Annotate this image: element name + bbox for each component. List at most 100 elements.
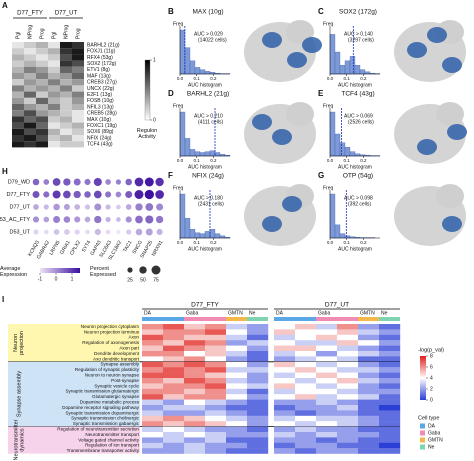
heat-cell: [247, 399, 269, 406]
heat-cell: [60, 122, 72, 129]
dot: [135, 215, 143, 224]
heat-cell: [274, 324, 296, 330]
x-tick-label: 0.0: [327, 240, 334, 245]
heat-cell: [36, 85, 48, 92]
histogram-bar: [209, 150, 216, 157]
heat-cell: [12, 66, 24, 73]
dot: [84, 191, 91, 198]
heat-cell: [379, 340, 401, 346]
heat-cell: [163, 345, 185, 352]
dot: [145, 228, 153, 236]
term-label: Synaptic transmission cholinergic: [71, 416, 140, 421]
colorbar-tick-label: 1: [153, 57, 156, 63]
panel-label: I: [2, 295, 4, 304]
heat-cell: [274, 442, 296, 449]
x-tick-label: 0.2: [210, 240, 217, 245]
heat-cell: [184, 394, 206, 400]
heat-cell: [205, 383, 227, 389]
heat-cell: [142, 448, 164, 454]
heat-cell: [24, 60, 36, 67]
heat-cell: [379, 405, 401, 411]
term-label: Axon: [129, 335, 140, 340]
heat-cell: [337, 329, 359, 335]
dot: [74, 204, 81, 210]
heat-cell: [274, 334, 296, 341]
term-group-label: Neurotransmitter dynamics: [13, 419, 25, 461]
heat-cell: [24, 79, 36, 86]
heat-cell: [226, 410, 248, 416]
heat-cell: [274, 388, 296, 395]
heat-cell: [379, 410, 401, 416]
heat-cell: [184, 432, 206, 438]
heat-cell: [184, 383, 206, 389]
dot: [84, 216, 91, 223]
histogram-bar: [214, 152, 221, 157]
legend-title: Cell type: [418, 415, 439, 421]
heat-cell: [142, 410, 164, 416]
term-label: Synapse assembly: [100, 362, 139, 367]
heat-cell: [48, 104, 60, 111]
term-label: Transmembrane transporter activity: [67, 448, 140, 453]
heat-cell: [60, 91, 72, 98]
heat-cell: [295, 437, 317, 443]
histogram-bar: [334, 51, 341, 75]
dot: [125, 191, 133, 198]
heat-cell: [295, 421, 317, 427]
group-box: [8, 426, 140, 454]
heat-cell: [379, 345, 401, 352]
regulon-label: NFIL3 (13g): [87, 104, 114, 110]
heat-cell: [274, 356, 296, 362]
cell-type-bar: [337, 317, 358, 321]
histogram-bar: [349, 56, 356, 75]
heat-cell: [72, 110, 84, 117]
heat-cell: [295, 383, 317, 389]
heat-cell: [48, 85, 60, 92]
heat-cell: [358, 367, 380, 373]
x-tick-label: 0.2: [360, 240, 367, 245]
heat-cell: [163, 372, 185, 379]
heat-cell: [142, 383, 164, 389]
heat-cell: [163, 421, 185, 427]
histogram-bar: [204, 151, 211, 157]
colorbar-tick-label: 0: [430, 397, 433, 403]
heat-cell: [337, 378, 359, 384]
heat-cell: [247, 437, 269, 443]
size-key: [151, 265, 161, 275]
heat-cell: [184, 442, 206, 449]
heat-cell: [337, 442, 359, 449]
term-label: Dopamine receptor signaling pathway: [62, 405, 140, 410]
size-key: [127, 267, 133, 273]
heat-cell: [60, 60, 72, 67]
threshold-label: AUC > 0.210: [194, 113, 223, 119]
heat-cell: [205, 448, 227, 454]
heat-cell: [316, 421, 338, 427]
dot: [105, 204, 111, 210]
heat-cell: [163, 324, 185, 330]
heat-cell: [12, 110, 24, 117]
legend-swatch: [420, 437, 425, 443]
heat-colorbar: [420, 356, 426, 400]
heat-cell: [316, 334, 338, 341]
heat-cell: [12, 128, 24, 135]
dot: [115, 191, 122, 198]
tsne-highlight: [282, 196, 302, 212]
cells-label: (4111 cells): [198, 119, 223, 125]
dot: [134, 177, 144, 187]
column-label: Pgl: [15, 32, 21, 39]
dot: [125, 204, 132, 210]
heat-cell: [379, 329, 401, 335]
x-tick-label: 0.1: [344, 76, 351, 81]
heat-cell: [358, 442, 380, 449]
heat-cell: [274, 399, 296, 406]
dot: [105, 191, 112, 198]
histogram-bar: [194, 67, 201, 75]
heat-cell: [184, 367, 206, 373]
heat-cell: [274, 378, 296, 384]
term-label: Regulation of axonogenesis: [82, 340, 139, 345]
heat-cell: [72, 122, 84, 129]
gene-label: TAC1: [122, 239, 134, 253]
dot: [135, 203, 143, 211]
heat-cell: [142, 340, 164, 346]
threshold-label: AUC > 0.029: [194, 31, 223, 37]
term-label: Dendrite development: [94, 351, 140, 356]
